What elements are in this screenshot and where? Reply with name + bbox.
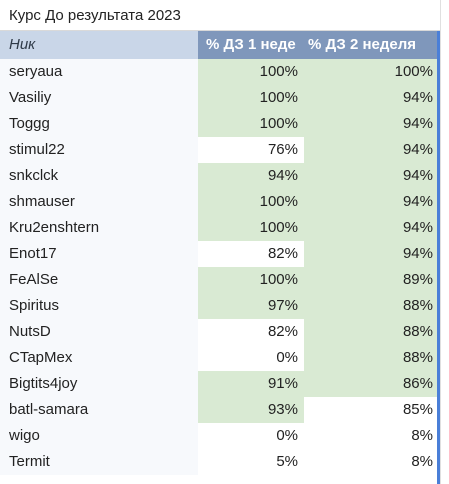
table-body: seryaua 100% 100% Vasiliy 100% 94% Toggg 100% 94… [0, 59, 440, 475]
cell-week2[interactable]: 86% [304, 371, 440, 397]
cell-week2[interactable]: 88% [304, 293, 440, 319]
cell-week2[interactable]: 85% [304, 397, 440, 423]
cell-nick[interactable]: Termit [0, 449, 198, 475]
table-row: seryaua 100% 100% [0, 59, 440, 85]
cell-week2[interactable]: 94% [304, 163, 440, 189]
table-row: Vasiliy 100% 94% [0, 85, 440, 111]
cell-nick[interactable]: Bigtits4joy [0, 371, 198, 397]
table-row: NutsD 82% 88% [0, 319, 440, 345]
cell-week1[interactable]: 82% [198, 319, 304, 345]
cell-nick[interactable]: FeAlSe [0, 267, 198, 293]
table-row: CTapMex 0% 88% [0, 345, 440, 371]
cell-nick[interactable]: Enot17 [0, 241, 198, 267]
cell-week1[interactable]: 91% [198, 371, 304, 397]
header-week1[interactable]: % ДЗ 1 неде [198, 31, 304, 59]
cell-nick[interactable]: batl-samara [0, 397, 198, 423]
cell-week1[interactable]: 100% [198, 85, 304, 111]
cell-week2[interactable]: 94% [304, 215, 440, 241]
cell-week1[interactable]: 5% [198, 449, 304, 475]
cell-week2[interactable]: 94% [304, 241, 440, 267]
table-row: Bigtits4joy 91% 86% [0, 371, 440, 397]
table-row: Toggg 100% 94% [0, 111, 440, 137]
header-nick[interactable]: Ник [0, 31, 198, 59]
cell-nick[interactable]: Toggg [0, 111, 198, 137]
table-row: shmauser 100% 94% [0, 189, 440, 215]
table-row: Kru2enshtern 100% 94% [0, 215, 440, 241]
cell-week1[interactable]: 100% [198, 267, 304, 293]
cell-week2[interactable]: 94% [304, 137, 440, 163]
cell-nick[interactable]: wigo [0, 423, 198, 449]
title-row[interactable]: Курс До результата 2023 [0, 0, 440, 31]
cell-week2[interactable]: 94% [304, 85, 440, 111]
table-row: wigo 0% 8% [0, 423, 440, 449]
table-row: Spiritus 97% 88% [0, 293, 440, 319]
cell-nick[interactable]: Spiritus [0, 293, 198, 319]
cell-week2[interactable]: 94% [304, 111, 440, 137]
cell-week1[interactable]: 0% [198, 423, 304, 449]
table-row: batl-samara 93% 85% [0, 397, 440, 423]
cell-week1[interactable]: 100% [198, 59, 304, 85]
header-week2[interactable]: % ДЗ 2 неделя [304, 31, 440, 59]
cell-week1[interactable]: 0% [198, 345, 304, 371]
cell-week2[interactable]: 89% [304, 267, 440, 293]
cell-week1[interactable]: 100% [198, 215, 304, 241]
cell-nick[interactable]: shmauser [0, 189, 198, 215]
table-row: Termit 5% 8% [0, 449, 440, 475]
selection-border [437, 31, 440, 484]
cell-nick[interactable]: snkclck [0, 163, 198, 189]
table-row: snkclck 94% 94% [0, 163, 440, 189]
table-row: Enot17 82% 94% [0, 241, 440, 267]
cell-week2[interactable]: 88% [304, 319, 440, 345]
cell-week1[interactable]: 100% [198, 189, 304, 215]
cell-week2[interactable]: 100% [304, 59, 440, 85]
cell-week2[interactable]: 8% [304, 423, 440, 449]
cell-week1[interactable]: 100% [198, 111, 304, 137]
cell-nick[interactable]: CTapMex [0, 345, 198, 371]
cell-week1[interactable]: 97% [198, 293, 304, 319]
table-row: stimul22 76% 94% [0, 137, 440, 163]
cell-week1[interactable]: 94% [198, 163, 304, 189]
cell-week2[interactable]: 88% [304, 345, 440, 371]
header-row: Ник % ДЗ 1 неде % ДЗ 2 неделя [0, 31, 440, 59]
sheet-title[interactable]: Курс До результата 2023 [9, 7, 181, 24]
table-row: FeAlSe 100% 89% [0, 267, 440, 293]
cell-nick[interactable]: Vasiliy [0, 85, 198, 111]
cell-nick[interactable]: NutsD [0, 319, 198, 345]
cell-nick[interactable]: Kru2enshtern [0, 215, 198, 241]
cell-week1[interactable]: 76% [198, 137, 304, 163]
cell-week2[interactable]: 8% [304, 449, 440, 475]
cell-week2[interactable]: 94% [304, 189, 440, 215]
cell-nick[interactable]: stimul22 [0, 137, 198, 163]
cell-nick[interactable]: seryaua [0, 59, 198, 85]
cell-week1[interactable]: 82% [198, 241, 304, 267]
cell-week1[interactable]: 93% [198, 397, 304, 423]
right-edge [440, 0, 449, 484]
